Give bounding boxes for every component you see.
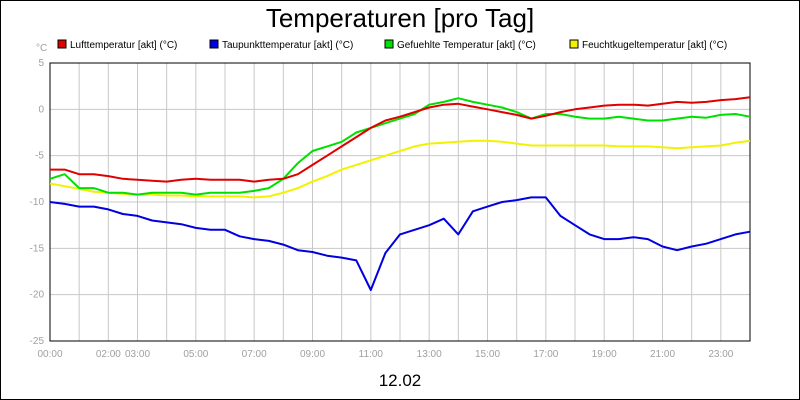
series-lines (49, 96, 751, 291)
legend-label: Feuchtkugeltemperatur [akt] (°C) (582, 40, 727, 51)
date-label: 12.02 (379, 371, 422, 390)
y-tick-label: 5 (38, 58, 44, 69)
legend-label: Taupunkttemperatur [akt] (°C) (222, 40, 353, 51)
y-tick-label: 0 (38, 104, 44, 115)
legend: Lufttemperatur [akt] (°C) Taupunkttempera… (57, 39, 727, 51)
y-tick-label: -25 (30, 336, 45, 347)
x-tick-label: 19:00 (592, 349, 617, 360)
y-tick-label: -20 (30, 290, 45, 301)
y-axis-unit: °C (36, 43, 47, 54)
y-axis-ticks: 5 0 -5 -10 -15 -20 -25 (30, 58, 45, 347)
legend-label: Lufttemperatur [akt] (°C) (70, 40, 177, 51)
x-tick-label: 11:00 (359, 349, 384, 360)
series-line (49, 196, 751, 291)
y-tick-label: -15 (30, 243, 45, 254)
x-tick-label: 07:00 (242, 349, 267, 360)
legend-label: Gefuehlte Temperatur [akt] (°C) (397, 40, 536, 51)
legend-swatch (384, 39, 394, 49)
x-tick-label: 23:00 (708, 349, 733, 360)
x-tick-label: 17:00 (533, 349, 558, 360)
legend-swatch (569, 39, 579, 49)
legend-swatch (57, 39, 67, 49)
x-tick-label: 09:00 (300, 349, 325, 360)
series-line (49, 139, 751, 199)
x-tick-label: 13:00 (417, 349, 442, 360)
x-tick-label: 21:00 (650, 349, 675, 360)
series-line (49, 97, 751, 196)
x-tick-label: 00:00 (37, 349, 62, 360)
x-tick-label: 03:00 (125, 349, 150, 360)
legend-swatch (209, 39, 219, 49)
series-line (50, 96, 751, 183)
grid (50, 63, 750, 341)
x-axis-ticks: 00:00 02:00 03:00 05:00 07:00 09:00 11:00 13:00… (37, 349, 733, 360)
x-tick-label: 02:00 (96, 349, 121, 360)
chart-title: Temperaturen [pro Tag] (266, 3, 534, 33)
y-tick-label: -5 (35, 151, 44, 162)
y-tick-label: -10 (30, 197, 45, 208)
x-tick-label: 15:00 (475, 349, 500, 360)
x-tick-label: 05:00 (183, 349, 208, 360)
